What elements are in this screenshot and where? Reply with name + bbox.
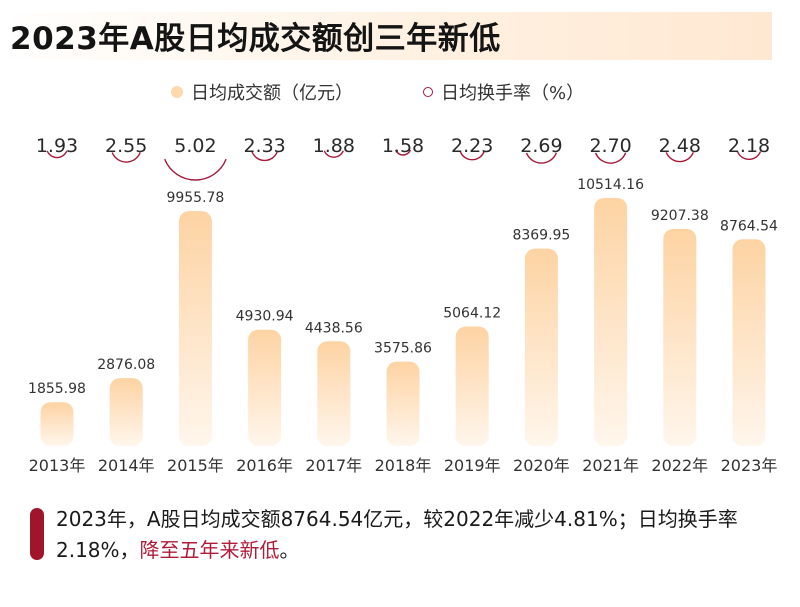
bar-value-label: 4438.56 bbox=[305, 320, 363, 336]
footer-end: 。 bbox=[279, 538, 300, 562]
rate-value-label: 1.93 bbox=[36, 135, 78, 157]
x-tick-label: 2023年 bbox=[721, 456, 778, 475]
rate-value-label: 2.23 bbox=[451, 135, 493, 157]
legend-label-turnover-value: 日均成交额（亿元） bbox=[191, 83, 353, 104]
bar-value-label: 10514.16 bbox=[577, 177, 644, 193]
rate-ring-2022年 bbox=[665, 152, 694, 163]
x-tick-label: 2014年 bbox=[98, 456, 155, 475]
rate-value-label: 1.58 bbox=[382, 135, 424, 157]
x-tick-label: 2022年 bbox=[651, 456, 708, 475]
bar-value-label: 1855.98 bbox=[28, 381, 86, 397]
x-tick-label: 2017年 bbox=[305, 456, 362, 475]
rate-ring-2020年 bbox=[525, 152, 557, 164]
x-tick-label: 2019年 bbox=[444, 456, 501, 475]
legend-label-turnover-rate: 日均换手率（%） bbox=[441, 83, 585, 104]
bar-value-label: 5064.12 bbox=[443, 306, 501, 322]
footer-accent-bar bbox=[30, 508, 44, 560]
bar-2018年 bbox=[386, 361, 420, 446]
x-tick-label: 2016年 bbox=[236, 456, 293, 475]
footer-text: 2023年，A股日均成交额8764.54亿元，较2022年减少4.81%；日均换… bbox=[56, 504, 775, 566]
legend-item-turnover-value: 日均成交额（亿元） bbox=[171, 79, 353, 105]
x-tick-label: 2015年 bbox=[167, 456, 224, 475]
footer-highlight: 降至五年来新低 bbox=[139, 538, 280, 562]
bar-2023年 bbox=[732, 239, 766, 446]
rate-ring-2017年 bbox=[323, 150, 344, 158]
x-tick-label: 2020年 bbox=[513, 456, 570, 475]
bar-2016年 bbox=[248, 329, 282, 446]
x-tick-label: 2021年 bbox=[582, 456, 639, 475]
legend-dot-icon bbox=[171, 86, 183, 98]
legend-item-turnover-rate: 日均换手率（%） bbox=[423, 79, 584, 105]
bar-2013年 bbox=[40, 402, 74, 446]
rate-value-label: 2.48 bbox=[659, 135, 701, 157]
bar-2022年 bbox=[663, 228, 697, 446]
rate-value-label: 2.55 bbox=[105, 135, 147, 157]
bar-value-label: 9207.38 bbox=[651, 208, 709, 224]
chart-canvas: 1.93 2.55 5.02 2.33 1.88 1.58 2.23 2.69 2.70 2.48… bbox=[28, 135, 778, 475]
bar-value-label: 8764.54 bbox=[720, 218, 778, 234]
bar-value-label: 3575.86 bbox=[374, 341, 432, 357]
bar-2019年 bbox=[455, 326, 489, 446]
bar-value-label: 9955.78 bbox=[166, 190, 224, 206]
title-band bbox=[0, 12, 772, 60]
legend: 日均成交额（亿元） 日均换手率（%） bbox=[0, 79, 800, 109]
rate-ring-2019年 bbox=[459, 151, 485, 161]
footer-main-text: 2023年，A股日均成交额8764.54亿元，较2022年减少4.81%；日均换… bbox=[56, 507, 738, 562]
bar-2015年 bbox=[178, 211, 212, 446]
rate-ring-2016年 bbox=[251, 151, 278, 162]
rate-value-label: 5.02 bbox=[174, 135, 216, 157]
chart-title: 2023年A股日均成交额创三年新低 bbox=[10, 21, 501, 57]
bar-2017年 bbox=[317, 341, 351, 446]
bar-2020年 bbox=[524, 248, 558, 446]
bar-value-label: 2876.08 bbox=[97, 357, 155, 373]
rate-ring-2014年 bbox=[111, 152, 141, 163]
rate-ring-2023年 bbox=[736, 151, 762, 160]
rate-value-label: 1.88 bbox=[313, 135, 355, 157]
bar-2021年 bbox=[594, 198, 628, 446]
rate-value-label: 2.18 bbox=[728, 135, 770, 157]
rate-value-label: 2.70 bbox=[589, 135, 631, 157]
legend-ring-icon bbox=[423, 87, 433, 97]
bar-value-label: 4930.94 bbox=[236, 309, 294, 325]
x-tick-label: 2013年 bbox=[29, 456, 86, 475]
bar-value-label: 8369.95 bbox=[512, 228, 570, 244]
rate-value-label: 2.69 bbox=[520, 135, 562, 157]
rate-value-label: 2.33 bbox=[243, 135, 285, 157]
rate-ring-2013年 bbox=[46, 150, 68, 159]
rate-ring-2018年 bbox=[394, 149, 412, 156]
rate-ring-2021年 bbox=[594, 152, 627, 164]
footer-note: 2023年，A股日均成交额8764.54亿元，较2022年减少4.81%；日均换… bbox=[30, 504, 775, 566]
bar-2014年 bbox=[109, 378, 143, 446]
rate-ring-2015年 bbox=[164, 158, 227, 181]
x-tick-label: 2018年 bbox=[375, 456, 432, 475]
